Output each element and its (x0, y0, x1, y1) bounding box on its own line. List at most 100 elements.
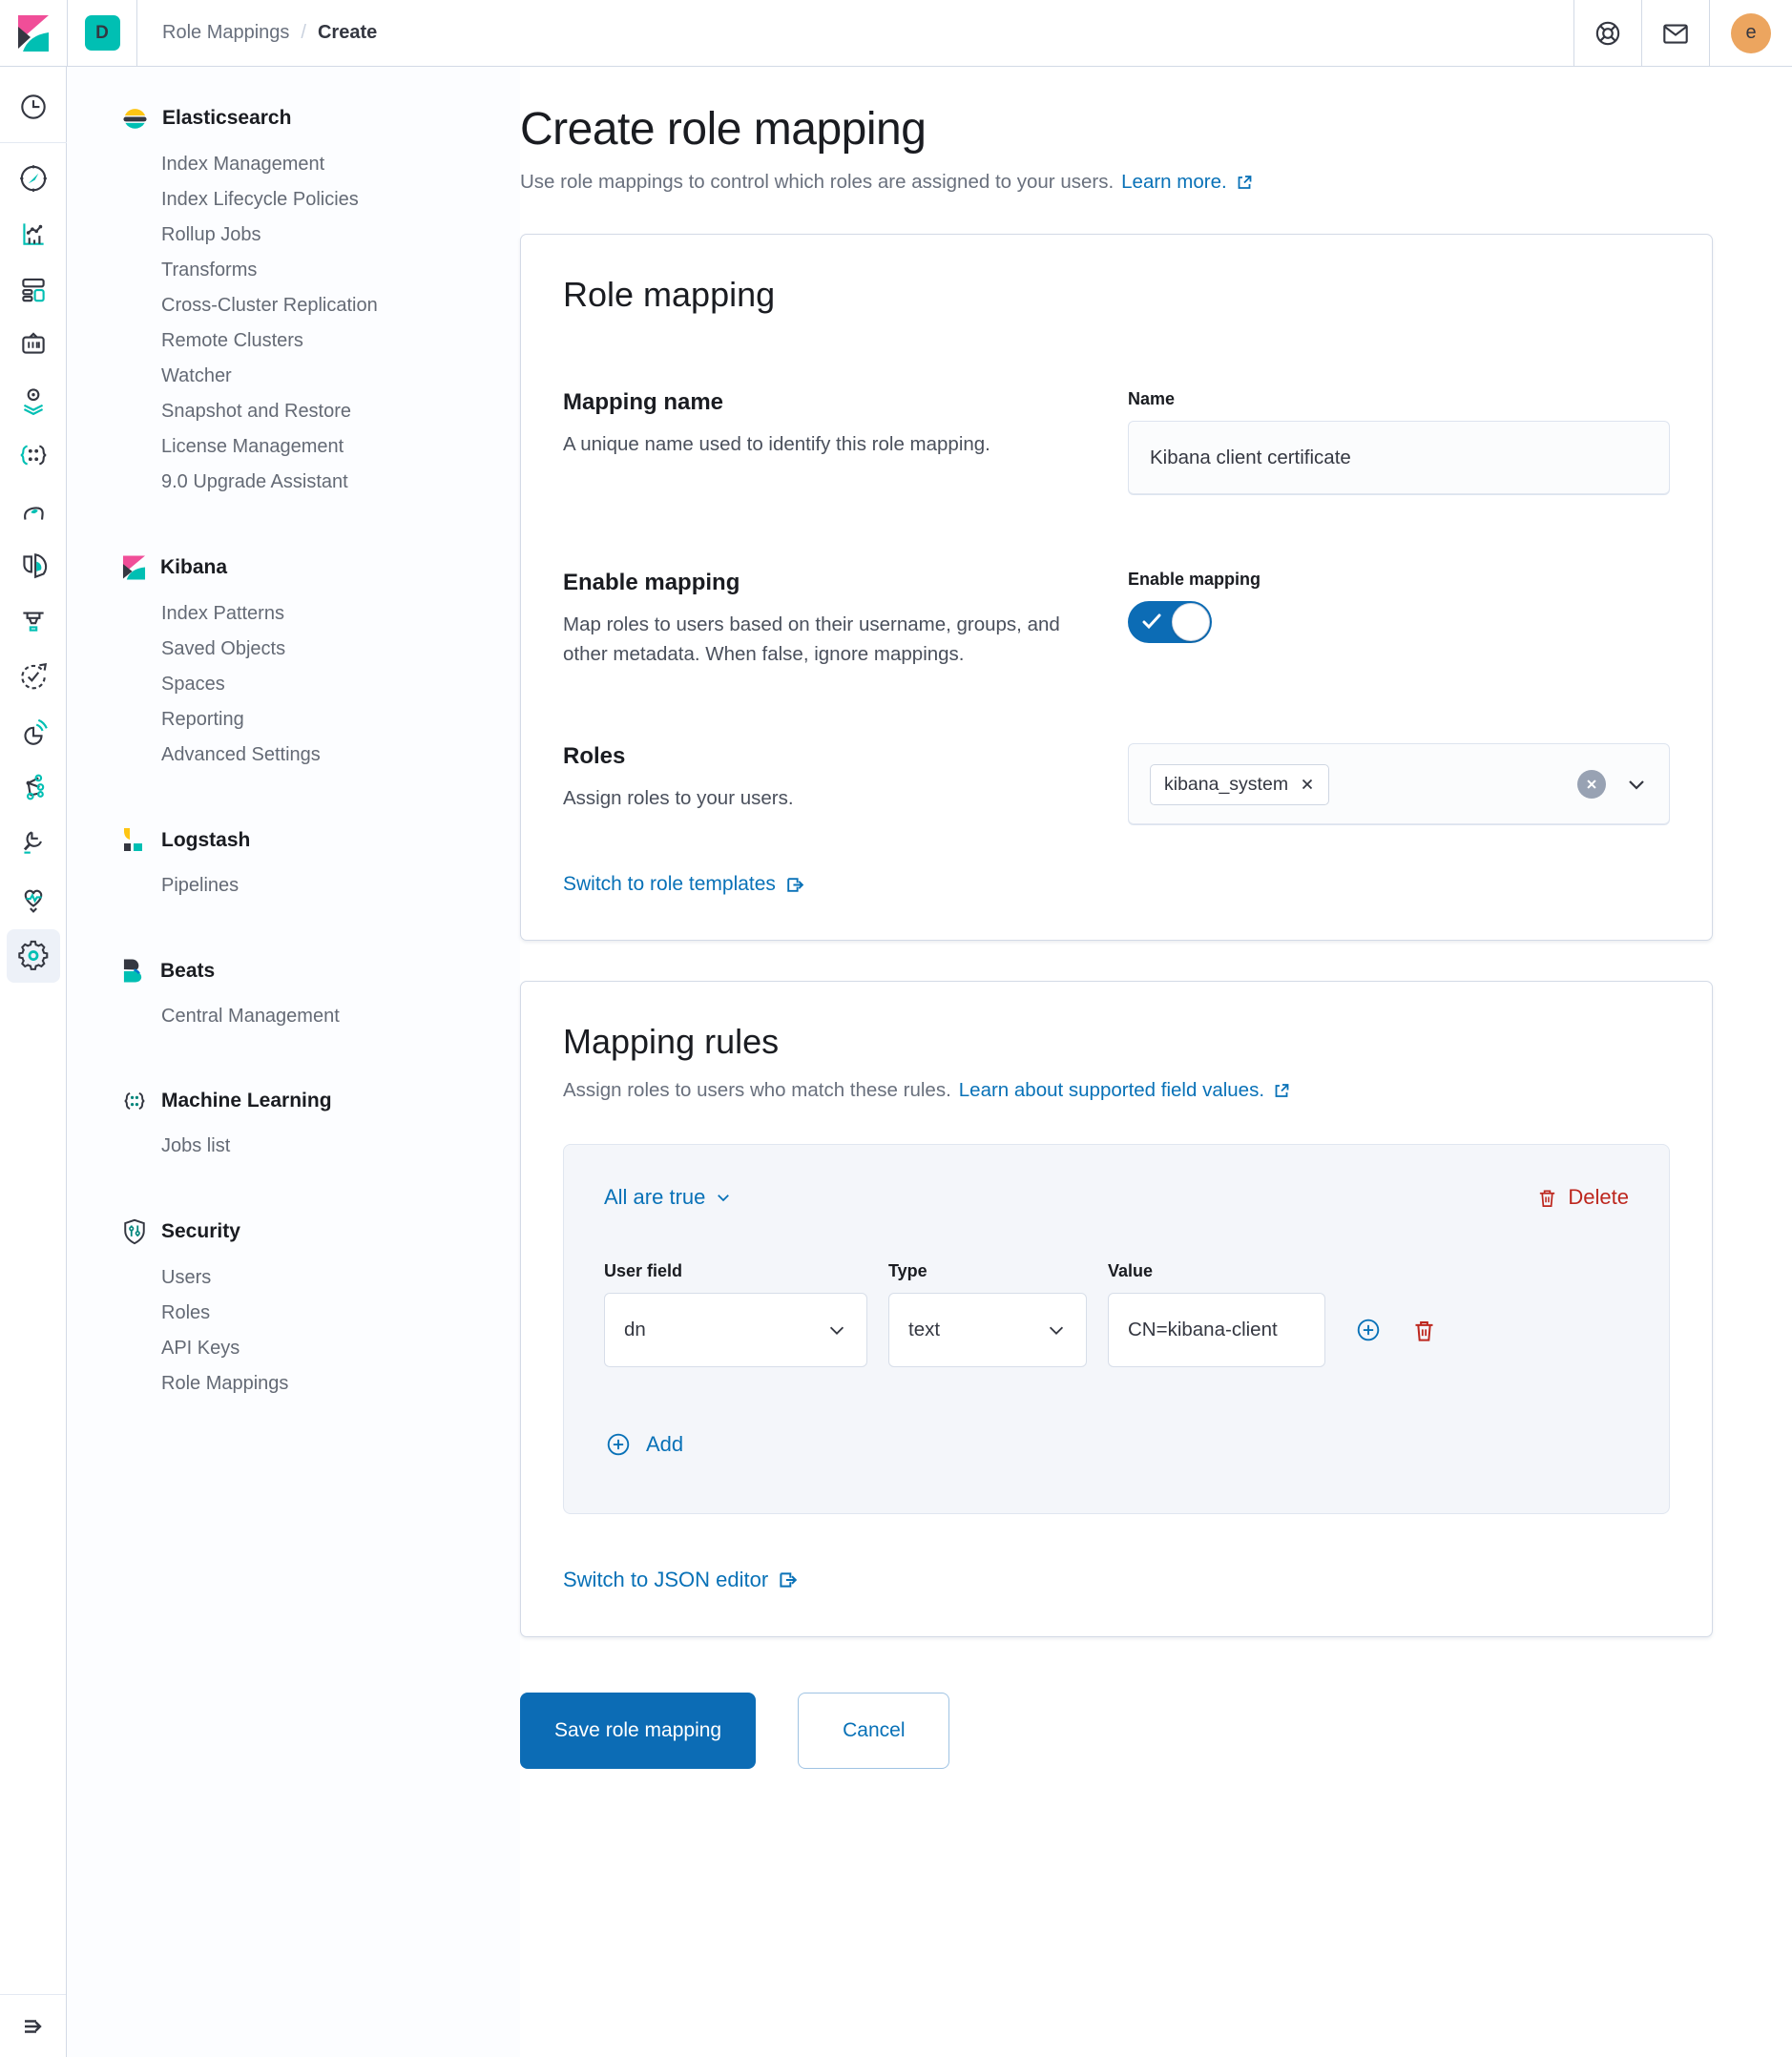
nav-item-role-mappings[interactable]: Role Mappings (161, 1373, 289, 1394)
chevron-down-icon (1049, 1326, 1064, 1336)
nav-item-saved-objects[interactable]: Saved Objects (161, 638, 286, 659)
logstash-logo-icon (123, 828, 142, 851)
dashboard-app-button[interactable] (7, 265, 60, 313)
nav-item-rollup-jobs[interactable]: Rollup Jobs (161, 224, 261, 245)
switch-to-json-editor-link[interactable]: Switch to JSON editor (563, 1568, 798, 1592)
avatar[interactable]: e (1731, 12, 1771, 53)
nav-item-pipelines[interactable]: Pipelines (161, 875, 240, 896)
user-field-select[interactable]: dn (604, 1293, 867, 1368)
newsfeed-button[interactable] (1642, 0, 1709, 66)
recently-viewed-button[interactable] (7, 83, 60, 131)
rule-value-input[interactable] (1108, 1293, 1325, 1368)
dashboard-icon (21, 278, 45, 302)
mapping-name-row: Mapping name A unique name used to ident… (563, 389, 1670, 495)
roles-combobox[interactable]: kibana_system (1128, 743, 1670, 826)
nav-section-title[interactable]: Kibana (160, 556, 228, 578)
elasticsearch-logo-icon (123, 109, 147, 129)
logs-app-button[interactable] (7, 542, 60, 590)
nav-item-central-management[interactable]: Central Management (161, 1006, 340, 1027)
nav-item-index-patterns[interactable]: Index Patterns (161, 603, 284, 624)
nav-item-snapshot-and-restore[interactable]: Snapshot and Restore (161, 401, 352, 422)
name-input[interactable] (1128, 421, 1670, 495)
nav-machine-learning[interactable]: Machine Learning (122, 1089, 501, 1113)
save-role-mapping-button[interactable]: Save role mapping (520, 1693, 757, 1770)
learn-field-values-link[interactable]: Learn about supported field values. (958, 1079, 1265, 1102)
role-pill-kibana-system[interactable]: kibana_system (1150, 763, 1330, 805)
nav-section-title[interactable]: Elasticsearch (162, 107, 292, 129)
toggle-knob[interactable] (1172, 603, 1210, 641)
app-icon-rail (0, 67, 67, 2057)
management-app-button[interactable] (6, 929, 60, 983)
mapping-rules-panel: Mapping rules Assign roles to users who … (520, 981, 1713, 1638)
visualize-app-button[interactable] (7, 210, 60, 258)
nav-section-title[interactable]: Machine Learning (161, 1090, 332, 1112)
metrics-app-button[interactable] (7, 487, 60, 534)
condition-dropdown[interactable]: All are true (604, 1185, 732, 1210)
nav-item-users[interactable]: Users (161, 1267, 212, 1288)
visualize-icon (22, 223, 44, 245)
nav-kibana[interactable]: Kibana (122, 554, 501, 581)
help-button[interactable] (1574, 0, 1641, 66)
nav-item-jobs-list[interactable]: Jobs list (161, 1135, 231, 1156)
cancel-button[interactable]: Cancel (798, 1693, 950, 1770)
nav-logstash[interactable]: Logstash (122, 827, 501, 853)
header-divider (1641, 0, 1642, 66)
user-menu[interactable]: e (1710, 0, 1792, 66)
switch-to-role-templates-link[interactable]: Switch to role templates (563, 873, 804, 896)
space-badge[interactable]: D (84, 15, 120, 51)
breadcrumb-role-mappings[interactable]: Role Mappings (162, 22, 290, 43)
add-rule-button[interactable]: Add (604, 1430, 683, 1459)
collapse-nav-button[interactable] (0, 1994, 66, 2057)
nav-item-remote-clusters[interactable]: Remote Clusters (161, 330, 303, 351)
kibana-logo-icon (18, 14, 49, 52)
nav-section-title[interactable]: Beats (160, 959, 216, 982)
kibana-logo-small-icon (122, 555, 146, 580)
nav-item-transforms[interactable]: Transforms (161, 260, 258, 280)
external-link-icon[interactable] (1272, 1081, 1291, 1100)
export-icon (780, 1572, 798, 1588)
nav-item-index-lifecycle-policies[interactable]: Index Lifecycle Policies (161, 189, 359, 210)
enable-mapping-toggle[interactable] (1128, 601, 1212, 643)
nav-section-title[interactable]: Logstash (161, 828, 251, 851)
canvas-app-button[interactable] (7, 321, 60, 368)
roles-description: Assign roles to your users. (563, 787, 794, 810)
nav-item-advanced-settings[interactable]: Advanced Settings (161, 744, 321, 765)
uptime-app-button[interactable] (7, 653, 60, 700)
nav-security[interactable]: Security (122, 1218, 501, 1245)
nav-item-cross-cluster-replication[interactable]: Cross-Cluster Replication (161, 295, 378, 316)
nav-item-api-keys[interactable]: API Keys (161, 1338, 240, 1359)
chevron-down-icon[interactable] (1625, 773, 1648, 796)
nav-section-title[interactable]: Security (161, 1220, 240, 1242)
add-rule-icon[interactable] (1354, 1316, 1383, 1344)
nav-item-license-management[interactable]: License Management (161, 436, 344, 457)
nav-elasticsearch[interactable]: Elasticsearch (122, 105, 501, 132)
remove-role-icon[interactable] (1300, 777, 1315, 792)
delete-group-button[interactable]: Delete (1536, 1185, 1629, 1210)
infrastructure-app-button[interactable] (7, 597, 60, 645)
maps-app-button[interactable] (7, 376, 60, 424)
nav-item-watcher[interactable]: Watcher (161, 365, 232, 386)
discover-icon (19, 165, 47, 192)
apm-app-button[interactable] (7, 708, 60, 756)
ml-app-button[interactable] (7, 431, 60, 479)
trash-icon (1540, 1190, 1555, 1207)
nav-item-spaces[interactable]: Spaces (161, 674, 225, 695)
nav-item-roles[interactable]: Roles (161, 1302, 211, 1323)
enable-mapping-row: Enable mapping Map roles to users based … (563, 570, 1670, 669)
nav-item-upgrade-assistant[interactable]: 9.0 Upgrade Assistant (161, 471, 348, 492)
external-link-icon[interactable] (1235, 173, 1254, 192)
clear-roles-button[interactable] (1577, 770, 1606, 800)
learn-more-link[interactable]: Learn more. (1121, 171, 1227, 193)
stack-monitoring-app-button[interactable] (7, 874, 60, 922)
dev-tools-app-button[interactable] (7, 819, 60, 866)
nav-item-index-management[interactable]: Index Management (161, 154, 325, 175)
nav-beats[interactable]: Beats (122, 958, 501, 984)
delete-rule-icon[interactable] (1411, 1318, 1437, 1343)
graph-icon (26, 774, 44, 800)
discover-app-button[interactable] (7, 155, 60, 202)
graph-app-button[interactable] (7, 763, 60, 811)
kibana-logo[interactable] (0, 0, 67, 66)
nav-item-reporting[interactable]: Reporting (161, 709, 244, 730)
space-switcher[interactable]: D (68, 0, 136, 66)
type-select[interactable]: text (888, 1293, 1087, 1368)
